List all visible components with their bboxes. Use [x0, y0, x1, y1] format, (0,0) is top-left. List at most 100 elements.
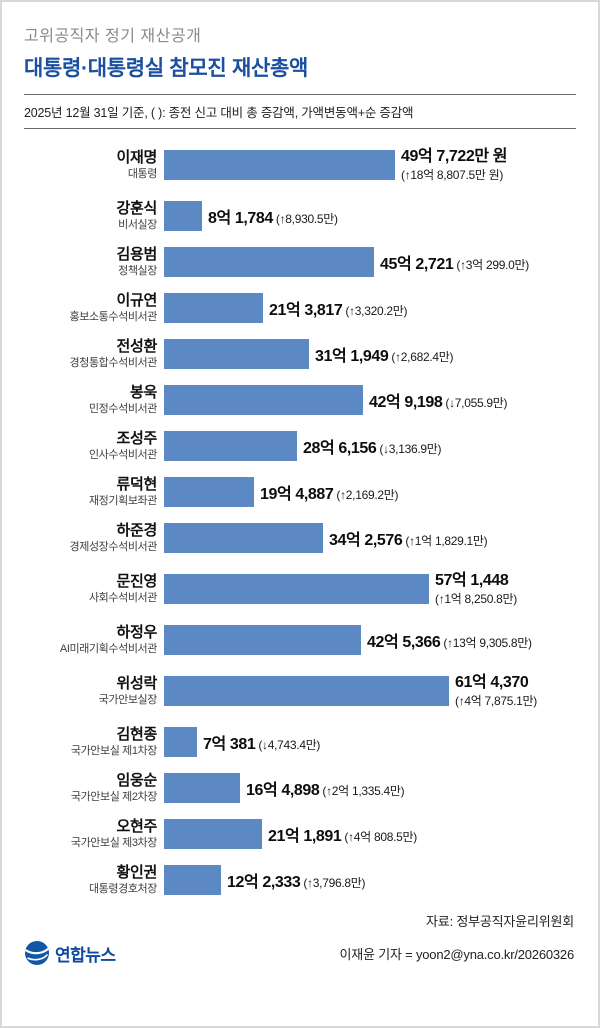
- value-bar: [164, 385, 363, 415]
- value-change: (↑3억 299.0만): [456, 258, 529, 272]
- person-name: 문진영: [116, 573, 157, 591]
- value-bar: [164, 573, 429, 604]
- value-bar: [164, 293, 263, 323]
- globe-icon: [24, 940, 50, 966]
- row-label: 김현종 국가안보실 제1차장: [2, 726, 164, 757]
- value-label: 42억 5,366 (↑13억 9,305.8만): [367, 628, 532, 652]
- row-label: 이규연 홍보소통수석비서관: [2, 292, 164, 323]
- row-label: 오현주 국가안보실 제3차장: [2, 818, 164, 849]
- value-bar: [164, 201, 202, 231]
- value-change: (↑4억 7,875.1만): [455, 693, 537, 708]
- value-amount: 61억 4,370: [455, 673, 529, 691]
- person-title: 대통령: [127, 167, 158, 180]
- value-amount: 28억 6,156: [303, 440, 377, 457]
- value-bar: [164, 819, 262, 849]
- person-title: 경청통합수석비서관: [69, 356, 158, 369]
- chart-row: 황인권 대통령경호처장 12억 2,333 (↑3,796.8만): [2, 857, 598, 903]
- row-label: 이재명 대통령: [2, 149, 164, 180]
- chart-row: 류덕현 재정기획보좌관 19억 4,887 (↑2,169.2만): [2, 469, 598, 515]
- person-title: 국가안보실 제3차장: [70, 836, 158, 849]
- value-change: (↑3,320.2만): [345, 304, 408, 318]
- value-label: 57억 1,448 (↑1억 8,250.8만): [435, 571, 517, 607]
- value-amount: 21억 3,817: [269, 302, 343, 319]
- page-title: 대통령·대통령실 참모진 재산총액: [24, 57, 309, 80]
- bar-zone: 16억 4,898 (↑2억 1,335.4만): [164, 773, 598, 803]
- person-title: 재정기획보좌관: [88, 494, 157, 507]
- row-label: 류덕현 재정기획보좌관: [2, 476, 164, 507]
- value-label: 31억 1,949 (↑2,682.4만): [315, 342, 453, 366]
- person-title: 비서실장: [118, 218, 157, 231]
- row-label: 전성환 경청통합수석비서관: [2, 338, 164, 369]
- chart-row: 임웅순 국가안보실 제2차장 16억 4,898 (↑2억 1,335.4만): [2, 765, 598, 811]
- bar-zone: 31억 1,949 (↑2,682.4만): [164, 339, 598, 369]
- divider-top: [24, 94, 576, 95]
- row-label: 위성락 국가안보실장: [2, 675, 164, 706]
- logo-wordmark: 연합뉴스: [55, 945, 116, 965]
- person-name: 봉욱: [129, 384, 157, 402]
- value-change: (↑3,796.8만): [303, 876, 366, 890]
- bar-zone: 19억 4,887 (↑2,169.2만): [164, 477, 598, 507]
- chart-row: 강훈식 비서실장 8억 1,784 (↑8,930.5만): [2, 193, 598, 239]
- value-amount: 21억 1,891: [268, 828, 342, 845]
- person-name: 조성주: [116, 430, 157, 448]
- value-label: 21억 1,891 (↑4억 808.5만): [268, 822, 417, 846]
- value-amount: 31억 1,949: [315, 348, 389, 365]
- bar-zone: 28억 6,156 (↓3,136.9만): [164, 431, 598, 461]
- bar-zone: 45억 2,721 (↑3억 299.0만): [164, 247, 598, 277]
- footer: 연합뉴스 이재윤 기자 = yoon2@yna.co.kr/20260326: [2, 930, 598, 966]
- bar-zone: 34억 2,576 (↑1억 1,829.1만): [164, 523, 598, 553]
- value-change: (↓7,055.9만): [445, 396, 508, 410]
- value-bar: [164, 727, 197, 757]
- person-name: 위성락: [116, 675, 157, 693]
- bar-zone: 42억 5,366 (↑13억 9,305.8만): [164, 625, 598, 655]
- value-amount: 45억 2,721: [380, 256, 454, 273]
- value-amount: 8억 1,784: [208, 210, 273, 227]
- chart-row: 문진영 사회수석비서관 57억 1,448 (↑1억 8,250.8만): [2, 561, 598, 617]
- value-label: 12억 2,333 (↑3,796.8만): [227, 868, 365, 892]
- value-label: 61억 4,370 (↑4억 7,875.1만): [455, 673, 537, 709]
- row-label: 하준경 경제성장수석비서관: [2, 522, 164, 553]
- value-label: 8억 1,784 (↑8,930.5만): [208, 204, 338, 228]
- chart-row: 이재명 대통령 49억 7,722만 원 (↑18억 8,807.5만 원): [2, 137, 598, 193]
- value-amount: 34억 2,576: [329, 532, 403, 549]
- divider-bottom: [24, 128, 576, 129]
- value-amount: 7억 381: [203, 736, 256, 753]
- value-bar: [164, 477, 254, 507]
- value-change: (↑2,169.2만): [336, 488, 399, 502]
- person-title: 국가안보실장: [98, 693, 158, 706]
- person-name: 이규연: [116, 292, 157, 310]
- person-title: 홍보소통수석비서관: [69, 310, 158, 323]
- value-label: 28억 6,156 (↓3,136.9만): [303, 434, 441, 458]
- chart-row: 김용범 정책실장 45억 2,721 (↑3억 299.0만): [2, 239, 598, 285]
- person-name: 김현종: [116, 726, 157, 744]
- chart-row: 하준경 경제성장수석비서관 34억 2,576 (↑1억 1,829.1만): [2, 515, 598, 561]
- person-name: 류덕현: [116, 476, 157, 494]
- person-name: 황인권: [116, 864, 157, 882]
- person-name: 전성환: [116, 338, 157, 356]
- value-label: 21억 3,817 (↑3,320.2만): [269, 296, 407, 320]
- value-bar: [164, 865, 221, 895]
- person-title: 사회수석비서관: [88, 591, 157, 604]
- value-bar: [164, 773, 240, 803]
- row-label: 하정우 AI미래기획수석비서관: [2, 624, 164, 655]
- value-bar: [164, 523, 323, 553]
- row-label: 강훈식 비서실장: [2, 200, 164, 231]
- value-amount: 42억 9,198: [369, 394, 443, 411]
- value-change: (↓3,136.9만): [379, 442, 442, 456]
- person-name: 임웅순: [116, 772, 157, 790]
- bar-zone: 7억 381 (↓4,743.4만): [164, 727, 598, 757]
- bar-zone: 42억 9,198 (↓7,055.9만): [164, 385, 598, 415]
- row-label: 조성주 인사수석비서관: [2, 430, 164, 461]
- bar-zone: 61억 4,370 (↑4억 7,875.1만): [164, 673, 598, 709]
- value-change: (↑18억 8,807.5만 원): [401, 167, 504, 182]
- chart-row: 전성환 경청통합수석비서관 31억 1,949 (↑2,682.4만): [2, 331, 598, 377]
- value-amount: 57억 1,448: [435, 571, 509, 589]
- value-change: (↑4억 808.5만): [344, 830, 417, 844]
- bar-zone: 8억 1,784 (↑8,930.5만): [164, 201, 598, 231]
- row-label: 김용범 정책실장: [2, 246, 164, 277]
- person-title: 국가안보실 제2차장: [70, 790, 158, 803]
- value-bar: [164, 247, 374, 277]
- person-name: 김용범: [116, 246, 157, 264]
- value-amount: 12억 2,333: [227, 874, 301, 891]
